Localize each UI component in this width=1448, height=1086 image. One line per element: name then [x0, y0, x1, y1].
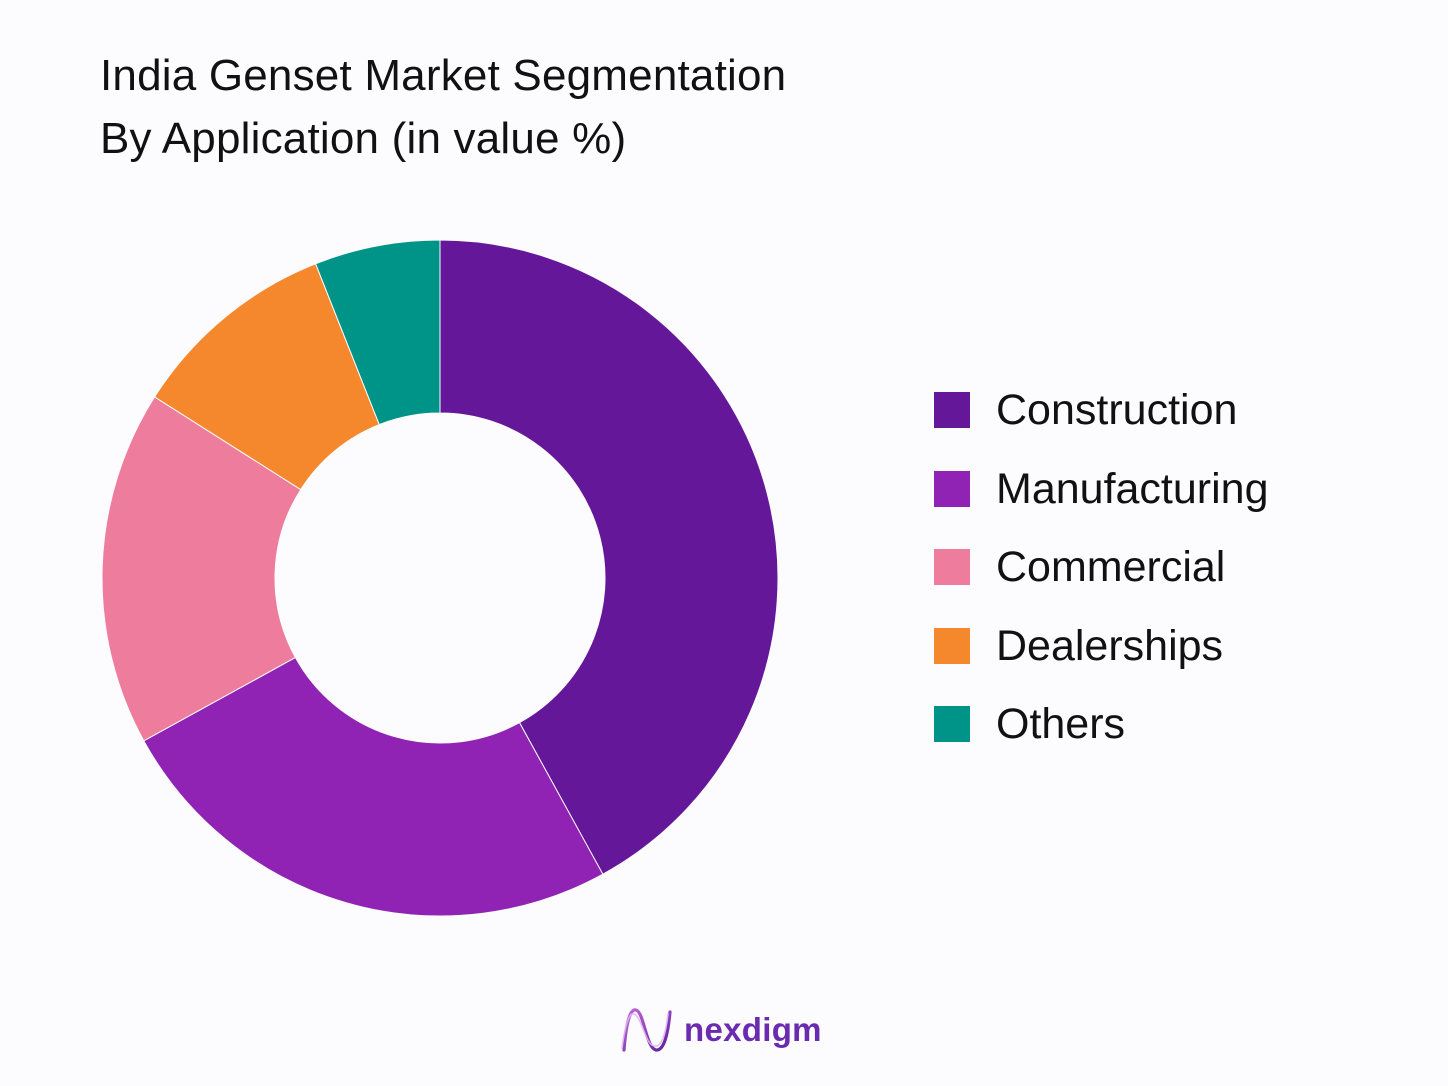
chart-legend: Construction Manufacturing Commercial De…: [934, 382, 1269, 775]
legend-label-dealerships: Dealerships: [996, 621, 1224, 670]
legend-label-construction: Construction: [996, 386, 1238, 434]
legend-swatch-commercial: [934, 549, 970, 585]
legend-item-others: Others: [934, 696, 1269, 775]
chart-title-line: India Genset Market Segmentation: [100, 51, 787, 100]
legend-item-commercial: Commercial: [934, 539, 1269, 618]
legend-label-manufacturing: Manufacturing: [996, 464, 1269, 513]
legend-swatch-construction: [934, 392, 970, 428]
legend-label-commercial: Commercial: [996, 543, 1226, 591]
legend-swatch-dealerships: [934, 627, 970, 664]
donut-chart: [101, 239, 779, 917]
nexdigm-wave-logo-icon: [621, 1008, 672, 1052]
brand-name: nexdigm: [684, 1011, 822, 1048]
donut-slice-commercial: [101, 396, 302, 742]
legend-swatch-manufacturing: [934, 470, 970, 507]
donut-slice-construction: [439, 239, 779, 875]
brand-logo: nexdigm: [618, 1004, 822, 1056]
legend-swatch-others: [934, 706, 970, 742]
legend-label-others: Others: [996, 700, 1126, 748]
legend-item-manufacturing: Manufacturing: [934, 461, 1269, 540]
donut-slice-others: [314, 239, 441, 426]
legend-item-construction: Construction: [934, 382, 1269, 461]
chart-subtitle: By Application (in value %): [100, 114, 627, 163]
chart-title: India Genset Market Segmentation By Appl…: [100, 44, 786, 170]
donut-slice-manufacturing: [143, 656, 604, 917]
legend-item-dealerships: Dealerships: [934, 618, 1269, 697]
